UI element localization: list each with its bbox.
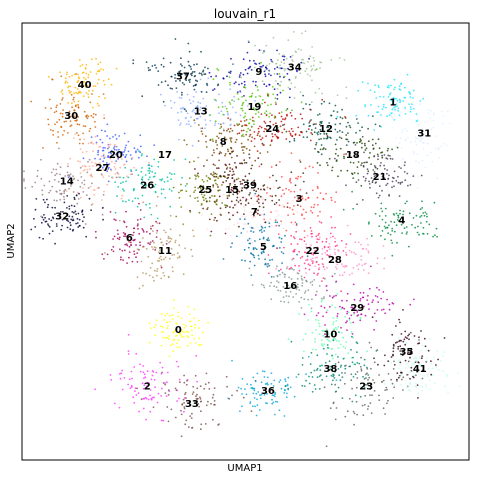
cluster-label-38: 38 — [323, 364, 337, 375]
cluster-16-points — [248, 258, 337, 310]
cluster-label-13: 13 — [194, 106, 208, 117]
cluster-label-17: 17 — [158, 150, 172, 161]
cluster-7-points — [201, 161, 299, 244]
x-axis-label: UMAP1 — [227, 463, 262, 474]
cluster-label-29: 29 — [350, 303, 364, 314]
cluster-label-32: 32 — [55, 211, 69, 222]
cluster-27-points — [65, 114, 150, 205]
cluster-label-10: 10 — [323, 329, 337, 340]
cluster-label-1: 1 — [390, 98, 397, 109]
cluster-32-points — [30, 192, 104, 245]
cluster-label-35: 35 — [399, 347, 413, 358]
cluster-label-5: 5 — [260, 242, 267, 253]
cluster-23-points — [323, 341, 424, 448]
cluster-label-11: 11 — [158, 246, 172, 257]
cluster-label-31: 31 — [417, 128, 431, 139]
cluster-label-30: 30 — [64, 111, 78, 122]
cluster-13-points — [159, 77, 256, 147]
cluster-label-36: 36 — [261, 386, 275, 397]
chart-title: louvain_r1 — [214, 7, 276, 21]
cluster-3-points — [256, 152, 345, 239]
cluster-label-12: 12 — [319, 124, 333, 135]
cluster-label-4: 4 — [398, 216, 405, 227]
plot-frame — [21, 22, 470, 461]
cluster-40-points — [47, 57, 118, 109]
cluster-label-9: 9 — [255, 67, 262, 78]
cluster-20-points — [67, 123, 156, 183]
cluster-label-39: 39 — [243, 181, 257, 192]
cluster-label-16: 16 — [283, 281, 297, 292]
cluster-31-points — [390, 101, 451, 190]
cluster-label-2: 2 — [144, 382, 151, 393]
cluster-label-19: 19 — [247, 102, 261, 113]
cluster-label-23: 23 — [359, 382, 373, 393]
cluster-label-14: 14 — [60, 176, 74, 187]
cluster-label-34: 34 — [288, 63, 302, 74]
cluster-2-points — [94, 333, 199, 422]
cluster-label-15: 15 — [225, 185, 239, 196]
cluster-22-points — [267, 216, 352, 293]
cluster-39-points — [199, 142, 308, 228]
cluster-label-28: 28 — [328, 255, 342, 266]
cluster-0-points — [148, 299, 210, 358]
cluster-label-3: 3 — [296, 194, 303, 205]
cluster-12-points — [282, 94, 377, 156]
cluster-label-21: 21 — [373, 172, 387, 183]
cluster-label-27: 27 — [96, 163, 110, 174]
cluster-label-20: 20 — [109, 150, 123, 161]
cluster-28-points — [275, 224, 386, 287]
cluster-label-33: 33 — [185, 399, 199, 410]
cluster-38-points — [284, 331, 378, 403]
cluster-34-points — [232, 30, 348, 103]
cluster-label-24: 24 — [265, 124, 279, 135]
scatter-points — [23, 30, 461, 448]
cluster-1-points — [336, 73, 425, 131]
cluster-29-points — [303, 265, 415, 336]
cluster-11-points — [104, 195, 195, 290]
cluster-30-points — [30, 73, 106, 149]
cluster-4-points — [342, 190, 438, 257]
cluster-label-0: 0 — [175, 325, 182, 336]
cluster-21-points — [334, 135, 423, 206]
cluster-label-8: 8 — [220, 137, 227, 148]
cluster-19-points — [209, 61, 318, 141]
cluster-41-points — [383, 332, 461, 395]
cluster-8-points — [183, 118, 272, 168]
cluster-36-points — [227, 355, 338, 417]
cluster-label-26: 26 — [140, 181, 154, 192]
cluster-25-points — [172, 160, 240, 237]
cluster-37-points — [132, 38, 230, 112]
cluster-label-41: 41 — [413, 364, 427, 375]
cluster-26-points — [111, 150, 187, 220]
cluster-10-points — [287, 293, 368, 367]
y-axis-label: UMAP2 — [6, 223, 17, 258]
cluster-18-points — [285, 117, 399, 187]
cluster-24-points — [227, 94, 346, 153]
cluster-label-25: 25 — [198, 185, 212, 196]
cluster-label-40: 40 — [78, 80, 92, 91]
cluster-label-6: 6 — [126, 233, 133, 244]
cluster-label-37: 37 — [176, 71, 190, 82]
cluster-label-7: 7 — [251, 207, 258, 218]
cluster-label-18: 18 — [346, 150, 360, 161]
cluster-label-22: 22 — [306, 246, 320, 257]
cluster-6-points — [94, 202, 168, 269]
